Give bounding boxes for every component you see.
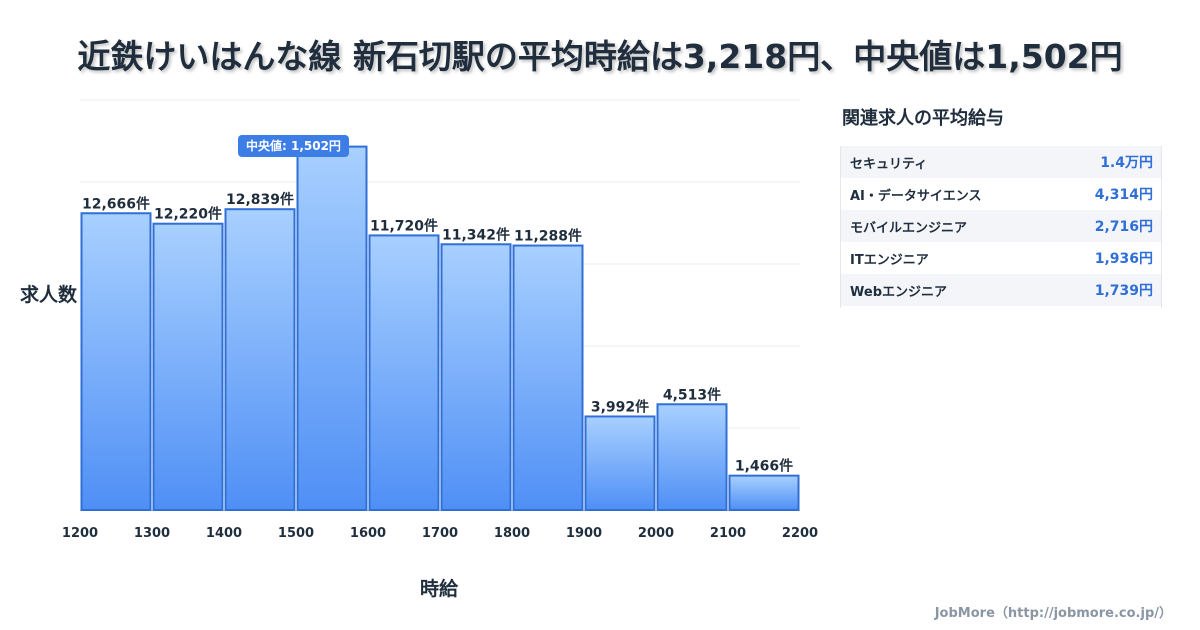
x-tick-label: 2100	[710, 526, 746, 541]
histogram-bar	[512, 244, 584, 511]
related-row-name: ITエンジニア	[850, 252, 929, 268]
histogram-bar	[368, 234, 440, 511]
page-title: 近鉄けいはんな線 新石切駅の平均時給は3,218円、中央値は1,502円	[77, 37, 1123, 76]
bar-value-label: 12,839件	[226, 191, 294, 208]
x-tick-label: 2000	[638, 526, 674, 541]
related-row-name: AI・データサイエンス	[850, 188, 982, 204]
x-tick-label: 2200	[782, 526, 818, 541]
bar-value-label: 11,288件	[514, 228, 582, 245]
bar-value-label: 11,720件	[370, 217, 438, 234]
related-row-name: モバイルエンジニア	[850, 220, 968, 236]
related-row-value: 2,716円	[1094, 219, 1153, 235]
x-axis-label: 時給	[420, 578, 459, 600]
bar-value-label: 12,220件	[154, 206, 222, 223]
x-tick-label: 1200	[62, 526, 98, 541]
related-row: セキュリティ 1.4万円	[841, 146, 1161, 178]
bar-value-label: 3,992件	[591, 398, 649, 415]
histogram-bar	[80, 212, 152, 511]
x-tick-label: 1600	[350, 526, 386, 541]
x-tick-label: 1300	[134, 526, 170, 541]
related-row-value: 1,739円	[1094, 283, 1153, 299]
x-tick-label: 1800	[494, 526, 530, 541]
related-row: AI・データサイエンス 4,314円	[841, 178, 1161, 210]
related-row-value: 1,936円	[1094, 251, 1153, 267]
related-row-value: 1.4万円	[1100, 155, 1153, 171]
related-salary-title: 関連求人の平均給与	[842, 108, 1004, 129]
related-row: モバイルエンジニア 2,716円	[841, 210, 1161, 242]
bar-value-label: 12,666件	[82, 195, 150, 212]
x-tick-label: 1700	[422, 526, 458, 541]
x-tick-label: 1400	[206, 526, 242, 541]
x-tick-label: 1900	[566, 526, 602, 541]
related-row-value: 4,314円	[1094, 187, 1153, 203]
related-row-name: セキュリティ	[850, 156, 928, 172]
histogram-bar	[584, 415, 656, 511]
related-salary-table: セキュリティ 1.4万円 AI・データサイエンス 4,314円 モバイルエンジニ…	[840, 146, 1162, 308]
median-badge: 中央値: 1,502円	[238, 135, 349, 157]
bar-value-label: 11,342件	[442, 226, 510, 243]
y-axis-label: 求人数	[20, 284, 78, 306]
related-row: Webエンジニア 1,739円	[841, 274, 1161, 306]
x-tick-label: 1500	[278, 526, 314, 541]
bar-value-label: 1,466件	[735, 458, 793, 475]
histogram-bar	[296, 145, 368, 511]
histogram-bar	[656, 403, 728, 511]
histogram-bar	[440, 243, 512, 512]
bar-value-label: 4,513件	[663, 386, 721, 403]
histogram-bar	[224, 208, 296, 512]
related-row: ITエンジニア 1,936円	[841, 242, 1161, 274]
credit-text: JobMore（http://jobmore.co.jp/）	[934, 606, 1172, 621]
histogram-bar	[152, 222, 224, 511]
histogram-bar	[728, 474, 800, 512]
related-row-name: Webエンジニア	[850, 284, 947, 300]
